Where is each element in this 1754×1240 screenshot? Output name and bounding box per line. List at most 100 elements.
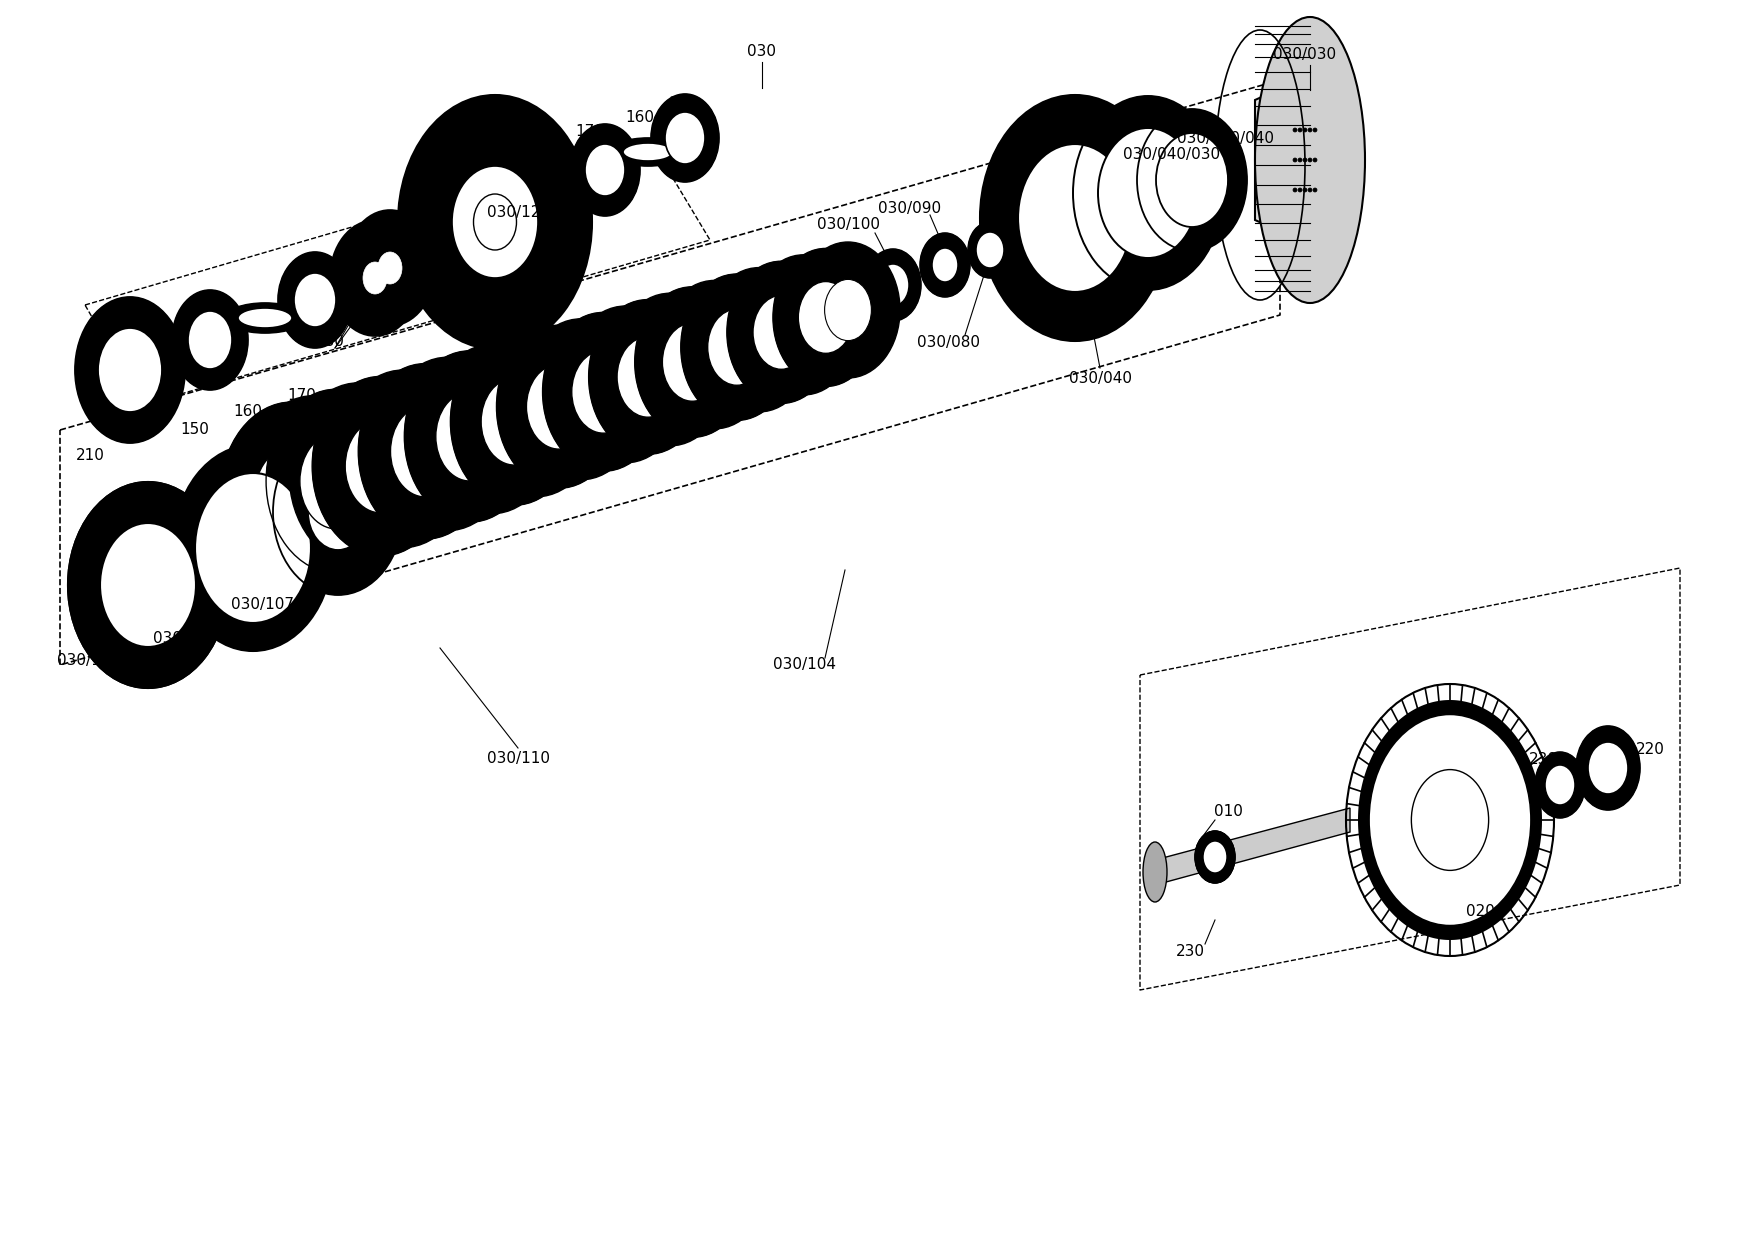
Polygon shape (68, 482, 228, 688)
Ellipse shape (1370, 714, 1531, 925)
Ellipse shape (391, 405, 460, 497)
Ellipse shape (586, 144, 624, 196)
Ellipse shape (1203, 841, 1228, 873)
Polygon shape (589, 300, 707, 454)
Text: 170: 170 (575, 124, 605, 140)
Ellipse shape (239, 308, 291, 329)
Ellipse shape (779, 294, 828, 356)
Polygon shape (681, 274, 793, 420)
Ellipse shape (481, 378, 547, 465)
Ellipse shape (330, 219, 419, 336)
Ellipse shape (598, 350, 652, 419)
Ellipse shape (195, 472, 310, 622)
Ellipse shape (735, 308, 784, 372)
Text: 150: 150 (181, 423, 209, 438)
Text: 030/110: 030/110 (486, 750, 549, 765)
Text: 170: 170 (288, 387, 316, 403)
Ellipse shape (379, 252, 402, 284)
Polygon shape (1358, 701, 1542, 940)
Polygon shape (1577, 725, 1640, 810)
Polygon shape (1154, 808, 1351, 885)
Ellipse shape (1314, 128, 1317, 131)
Text: 030/130: 030/130 (153, 630, 216, 646)
Polygon shape (405, 351, 535, 522)
Polygon shape (451, 339, 579, 505)
Ellipse shape (254, 448, 330, 544)
Ellipse shape (1587, 742, 1628, 794)
Polygon shape (174, 445, 333, 651)
Text: 230: 230 (1175, 945, 1205, 960)
Ellipse shape (381, 357, 514, 531)
Polygon shape (312, 377, 449, 556)
Ellipse shape (931, 248, 958, 281)
Ellipse shape (1203, 841, 1228, 873)
Ellipse shape (752, 295, 810, 370)
Text: 030/040/040: 030/040/040 (1177, 130, 1273, 145)
Ellipse shape (295, 273, 337, 327)
Text: 190: 190 (444, 130, 472, 145)
Ellipse shape (689, 321, 740, 388)
Ellipse shape (612, 293, 728, 446)
Ellipse shape (565, 306, 686, 463)
Ellipse shape (1314, 188, 1317, 192)
Text: 030/090: 030/090 (879, 201, 942, 216)
Polygon shape (570, 124, 640, 216)
Polygon shape (277, 252, 353, 348)
Ellipse shape (617, 337, 679, 417)
Text: 150: 150 (668, 97, 698, 112)
Ellipse shape (1308, 128, 1312, 131)
Text: 030/080: 030/080 (917, 335, 979, 350)
Polygon shape (980, 95, 1170, 341)
Ellipse shape (554, 363, 609, 435)
Ellipse shape (1293, 188, 1296, 192)
Ellipse shape (1308, 157, 1312, 162)
Text: 230: 230 (1528, 753, 1558, 768)
Ellipse shape (663, 322, 723, 402)
Ellipse shape (1293, 157, 1296, 162)
Ellipse shape (1298, 188, 1301, 192)
Text: 030/030: 030/030 (1273, 47, 1337, 62)
Ellipse shape (100, 523, 196, 647)
Ellipse shape (282, 446, 346, 531)
Text: 030/107: 030/107 (232, 598, 295, 613)
Polygon shape (1194, 831, 1235, 883)
Polygon shape (172, 290, 247, 391)
Ellipse shape (417, 405, 477, 482)
Text: 010: 010 (1214, 805, 1242, 820)
Polygon shape (358, 363, 493, 539)
Ellipse shape (98, 329, 161, 412)
Polygon shape (496, 325, 621, 489)
Polygon shape (75, 298, 184, 443)
Polygon shape (774, 248, 879, 387)
Text: 030/040: 030/040 (1068, 371, 1131, 386)
Ellipse shape (289, 383, 428, 564)
Polygon shape (398, 95, 593, 348)
Ellipse shape (703, 268, 814, 412)
Polygon shape (542, 312, 665, 471)
Polygon shape (1194, 831, 1235, 883)
Ellipse shape (519, 319, 642, 480)
Ellipse shape (751, 254, 858, 396)
Ellipse shape (1298, 128, 1301, 131)
Ellipse shape (707, 309, 766, 386)
Ellipse shape (346, 419, 417, 513)
Text: 030/040/030: 030/040/030 (1124, 148, 1221, 162)
Ellipse shape (335, 370, 472, 548)
Polygon shape (267, 389, 407, 573)
Text: 030: 030 (747, 45, 777, 60)
Polygon shape (1535, 751, 1586, 818)
Ellipse shape (453, 166, 538, 278)
Ellipse shape (1293, 128, 1296, 131)
Ellipse shape (824, 279, 872, 341)
Ellipse shape (300, 433, 374, 529)
Ellipse shape (1545, 765, 1575, 805)
Ellipse shape (1303, 128, 1307, 131)
Ellipse shape (474, 331, 600, 497)
Ellipse shape (328, 433, 389, 515)
Polygon shape (1137, 109, 1247, 250)
Ellipse shape (644, 335, 696, 404)
Ellipse shape (363, 262, 388, 294)
Ellipse shape (623, 143, 674, 161)
Ellipse shape (1156, 133, 1228, 227)
Text: 160: 160 (233, 404, 263, 419)
